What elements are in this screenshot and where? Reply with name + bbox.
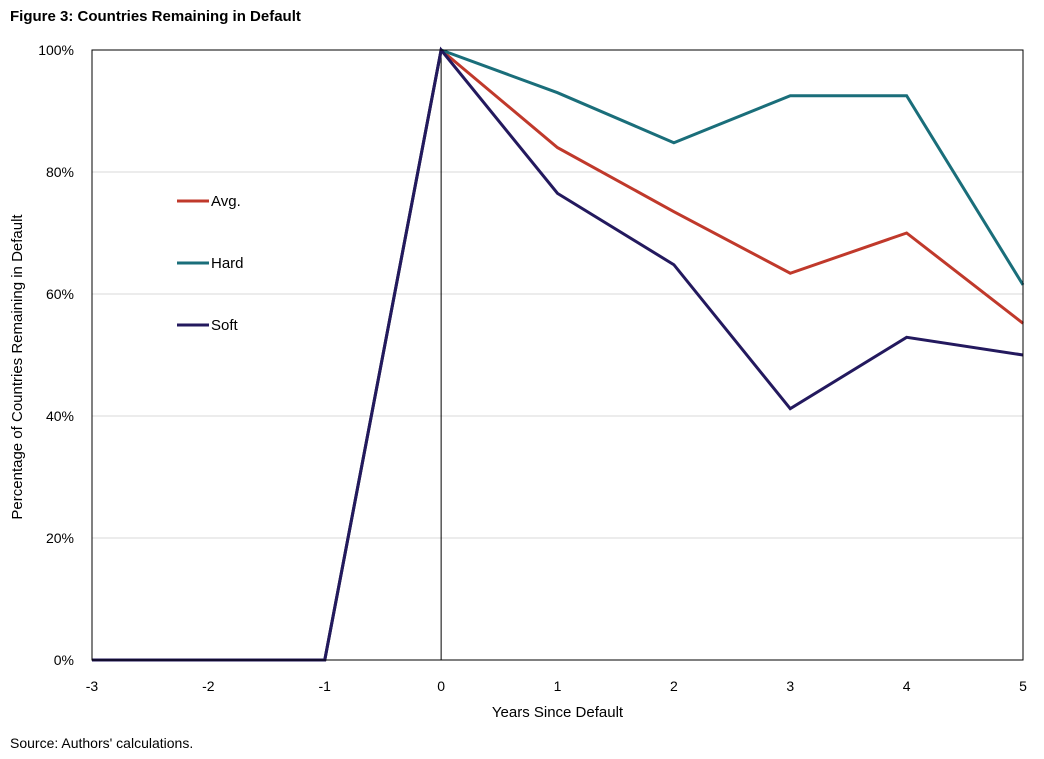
x-tick-label: 1 (554, 678, 562, 694)
x-axis-ticks: -3 -2 -1 0 1 2 3 4 5 (86, 678, 1027, 694)
x-tick-label: -2 (202, 678, 215, 694)
line-chart: 0% 20% 40% 60% 80% 100% -3 -2 -1 0 1 2 3 4 5 Years Si… (9, 42, 1027, 721)
x-tick-label: 2 (670, 678, 678, 694)
y-tick-label: 100% (38, 42, 74, 58)
x-tick-label: -1 (319, 678, 332, 694)
x-tick-label: 0 (437, 678, 445, 694)
y-axis-label: Percentage of Countries Remaining in Def… (9, 214, 26, 520)
x-tick-label: -3 (86, 678, 99, 694)
legend-label: Avg. (211, 193, 241, 210)
legend-label: Hard (211, 255, 244, 272)
legend-label: Soft (211, 317, 239, 334)
y-tick-label: 0% (54, 652, 74, 668)
y-tick-label: 20% (46, 530, 74, 546)
x-tick-label: 3 (786, 678, 794, 694)
legend: Avg. Hard Soft (177, 193, 244, 334)
plot-area-frame (91, 49, 1024, 661)
series-lines (92, 46, 1025, 662)
y-tick-label: 60% (46, 286, 74, 302)
y-axis-ticks: 0% 20% 40% 60% 80% 100% (38, 42, 74, 668)
y-tick-label: 80% (46, 164, 74, 180)
y-tick-label: 40% (46, 408, 74, 424)
series-line-avg (92, 47, 1024, 662)
x-tick-label: 4 (903, 678, 911, 694)
source-note: Source: Authors' calculations. (10, 735, 194, 751)
gridlines (92, 171, 1023, 539)
series-line-hard (92, 47, 1025, 662)
figure-title: Figure 3: Countries Remaining in Default (10, 8, 301, 25)
x-axis-label: Years Since Default (492, 704, 624, 721)
series-line-soft (92, 46, 1024, 662)
x-tick-label: 5 (1019, 678, 1027, 694)
